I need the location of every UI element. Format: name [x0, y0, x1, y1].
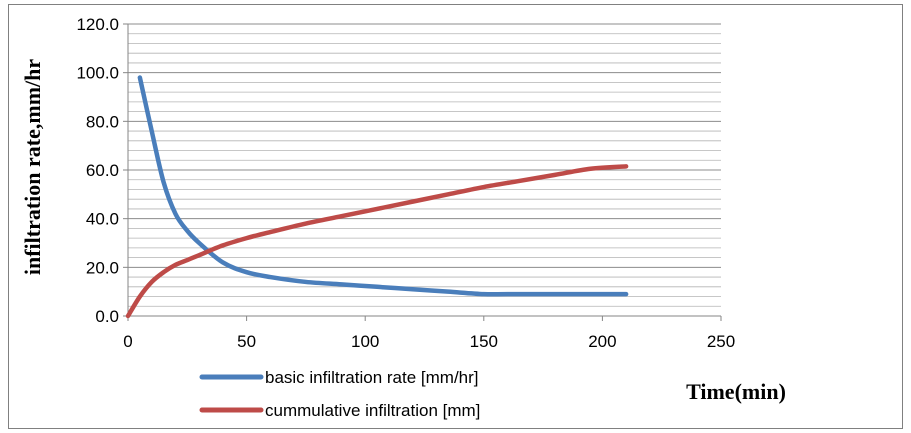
y-tick-label: 80.0: [86, 112, 119, 131]
x-tick-label: 150: [470, 332, 498, 351]
series-lines: [125, 75, 629, 319]
legend: basic infiltration rate [mm/hr] cummulat…: [199, 368, 480, 420]
legend-label-cummulative-infiltration: cummulative infiltration [mm]: [265, 401, 480, 420]
y-tick-label: 20.0: [86, 258, 119, 277]
x-tick-label: 50: [237, 332, 256, 351]
x-tick-label: 250: [707, 332, 735, 351]
line-chart: 0.0 20.0 40.0 60.0 80.0 100.0 120.0 0 50 100 150 20…: [20, 15, 786, 420]
y-tick-label: 120.0: [76, 15, 119, 34]
tick-labels: 0.0 20.0 40.0 60.0 80.0 100.0 120.0 0 50 100 150 20…: [76, 15, 735, 351]
series-line-basic-infiltration-rate: [137, 75, 629, 297]
legend-label-basic-infiltration-rate: basic infiltration rate [mm/hr]: [265, 368, 479, 387]
x-tick-label: 200: [588, 332, 616, 351]
y-tick-label: 100.0: [76, 64, 119, 83]
axes: [123, 23, 722, 321]
chart-frame: 0.0 20.0 40.0 60.0 80.0 100.0 120.0 0 50 100 150 20…: [8, 4, 903, 429]
x-axis-title: Time(min): [686, 379, 786, 404]
x-tick-label: 0: [123, 332, 132, 351]
y-axis-title: infiltration rate,mm/hr: [20, 59, 45, 276]
x-tick-label: 100: [351, 332, 379, 351]
gridlines: [128, 23, 721, 307]
y-tick-label: 60.0: [86, 161, 119, 180]
y-tick-label: 0.0: [95, 307, 119, 326]
series-line-cummulative-infiltration: [125, 164, 629, 319]
y-tick-label: 40.0: [86, 210, 119, 229]
